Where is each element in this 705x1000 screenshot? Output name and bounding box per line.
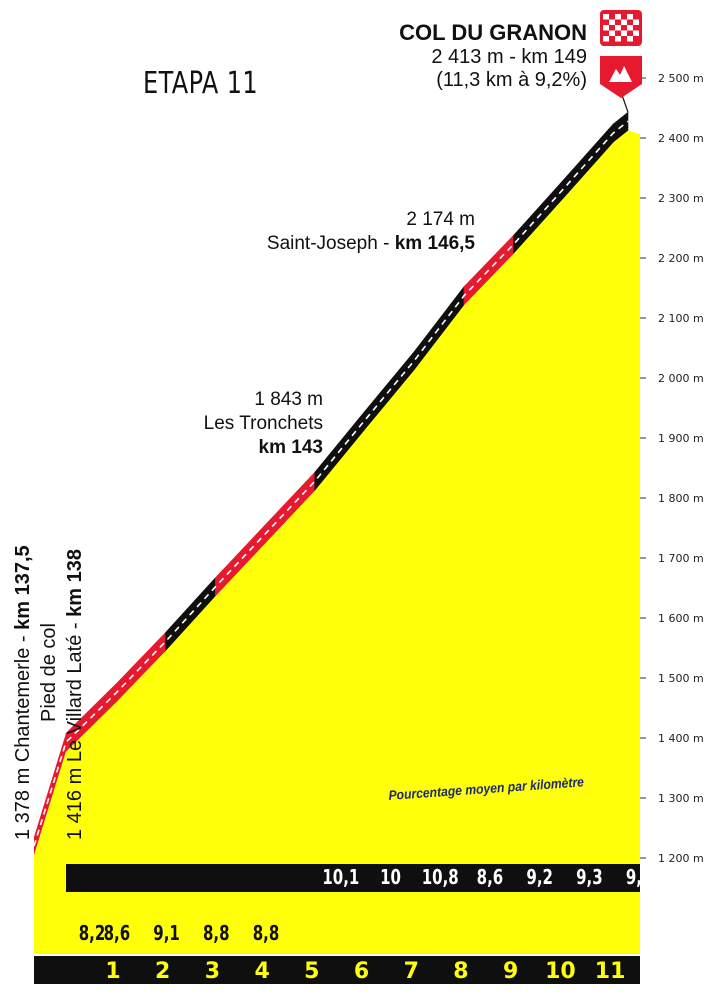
- start-villard-late-km: km 138: [64, 549, 86, 617]
- y-tick-label: 1 500 m: [658, 672, 704, 685]
- y-tick-label: 1 900 m: [658, 432, 704, 445]
- top-black-strip: [66, 864, 640, 892]
- y-tick-label: 1 700 m: [658, 552, 704, 565]
- start-block: [34, 751, 66, 868]
- percent-label: 8,8: [253, 923, 280, 946]
- y-tick-label: 2 100 m: [658, 312, 704, 325]
- percent-label: 10,8: [422, 867, 459, 890]
- road-centerline: [33, 120, 629, 847]
- percent-label: 10: [380, 867, 401, 890]
- percent-label: 8,8: [203, 923, 230, 946]
- summit-climb-stats: (11,3 km à 9,2%): [436, 69, 587, 91]
- y-axis: 1 200 m 1 300 m 1 400 m 1 500 m 1 600 m 1 700…: [640, 72, 704, 865]
- km-marker: 6: [354, 959, 369, 984]
- km-marker: 8: [453, 959, 468, 984]
- km-marker: 1: [105, 959, 120, 984]
- percent-label: 8,6: [477, 867, 504, 890]
- waypoint-saint-joseph: 2 174 m Saint-Joseph - km 146,5: [267, 208, 475, 256]
- km-axis: 8,28,6 9,1 8,8 8,810,1 10 10,8 8,6 9,2 9,3 9,21 2 3…: [34, 864, 652, 984]
- percent-label: 9,2: [526, 867, 553, 890]
- area-layer: [34, 130, 640, 868]
- summit-label: COL DU GRANON 2 413 m - km 149 (11,3 km …: [399, 20, 587, 92]
- km-marker: 4: [254, 959, 269, 984]
- waypoint-name: Saint-Joseph -: [266, 233, 395, 254]
- start-chantemerle-km: km 137,5: [12, 545, 34, 630]
- km-marker: 5: [304, 959, 319, 984]
- percent-label: 9,3: [576, 867, 603, 890]
- km-marker: 3: [205, 959, 220, 984]
- waypoint-altitude: 1 843 m: [254, 389, 323, 410]
- y-tick-label: 2 000 m: [658, 372, 704, 385]
- percent-label: 10,1: [322, 867, 359, 890]
- waypoint-km: km 146,5: [394, 233, 475, 254]
- km-marker: 2: [155, 959, 170, 984]
- start-chantemerle: 1 378 m Chantemerle -: [12, 629, 34, 840]
- profile-area: [66, 130, 640, 868]
- y-tick-label: 1 400 m: [658, 732, 704, 745]
- summit-pointer: [621, 94, 629, 113]
- waypoint-km: km 143: [258, 437, 323, 458]
- summit-icons: [600, 10, 642, 98]
- summit-name: COL DU GRANON: [399, 20, 587, 45]
- y-tick-label: 1 300 m: [658, 792, 704, 805]
- y-tick-label: 1 200 m: [658, 852, 704, 865]
- line-layer: [33, 94, 629, 855]
- road-segment: [34, 733, 66, 855]
- percent-label: 8,6: [104, 923, 131, 946]
- y-tick-label: 1 800 m: [658, 492, 704, 505]
- y-tick-label: 2 400 m: [658, 132, 704, 145]
- y-tick-label: 2 500 m: [658, 72, 704, 85]
- percent-label: 9,1: [153, 923, 180, 946]
- km-marker: 7: [404, 959, 419, 984]
- percent-label: 9,2: [626, 867, 653, 890]
- km-bar: [34, 956, 640, 984]
- waypoint-les-tronchets: 1 843 m Les Tronchets km 143: [204, 388, 323, 460]
- y-tick-label: 2 300 m: [658, 192, 704, 205]
- y-tick-label: 2 200 m: [658, 252, 704, 265]
- km-marker: 10: [545, 959, 576, 984]
- checkered-flag-icon: [600, 10, 642, 46]
- mountain-icon: [600, 56, 642, 98]
- summit-altitude-km: 2 413 m - km 149: [431, 46, 587, 68]
- start-villard-late: 1 416 m Le Villard Laté -: [64, 616, 86, 840]
- stage-title: ETAPA 11: [143, 66, 259, 101]
- km-marker: 9: [503, 959, 518, 984]
- y-tick-label: 1 600 m: [658, 612, 704, 625]
- start-labels: 1 378 m Chantemerle - km 137,5 Pied de c…: [10, 80, 88, 840]
- km-marker: 11: [595, 959, 626, 984]
- start-pied-de-col: Pied de col: [38, 623, 60, 722]
- waypoint-name: Les Tronchets: [203, 413, 323, 434]
- percent-label: 8,2: [79, 923, 106, 946]
- waypoint-altitude: 2 174 m: [406, 209, 475, 230]
